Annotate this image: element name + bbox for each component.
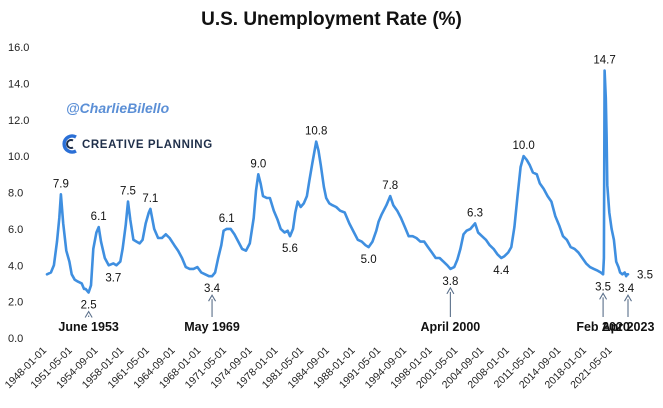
- value-label: 3.5: [637, 269, 653, 281]
- date-annotation-label: May 1969: [184, 320, 240, 334]
- value-label: 4.4: [493, 265, 510, 277]
- value-labels: 7.9 2.5 6.1 3.7 7.5 7.1 3.4 6.1 9.0 5.6 10.8 5.0 7.8…: [53, 55, 653, 312]
- y-tick-label: 0.0: [8, 333, 23, 345]
- chart-title: U.S. Unemployment Rate (%): [201, 9, 462, 30]
- y-tick-label: 6.0: [8, 224, 23, 236]
- annotation-arrow-head: [84, 310, 93, 318]
- x-axis: 1948-01-011951-05-011954-09-011958-01-01…: [3, 345, 615, 392]
- value-label: 6.3: [467, 207, 483, 219]
- y-tick-label: 8.0: [8, 188, 23, 200]
- value-label: 7.5: [120, 186, 136, 198]
- creative-planning-c-logo-icon: [62, 134, 77, 154]
- unemployment-rate-line: [45, 69, 630, 294]
- brand-name: CREATIVE PLANNING: [82, 139, 213, 151]
- y-tick-label: 12.0: [8, 115, 29, 127]
- y-tick-label: 4.0: [8, 260, 23, 272]
- value-label: 6.1: [91, 211, 107, 223]
- annotation-arrow-head: [599, 292, 608, 300]
- value-label: 7.8: [382, 180, 398, 192]
- value-label: 3.4: [204, 283, 221, 295]
- date-annotation-label: Feb 2020: [576, 320, 630, 334]
- y-tick-label: 2.0: [8, 297, 23, 309]
- author-handle: @CharlieBilello: [66, 100, 170, 116]
- date-annotation-label: June 1953: [58, 320, 119, 334]
- value-label: 3.4: [618, 283, 635, 295]
- value-label: 2.5: [81, 300, 97, 312]
- series-layer: [45, 69, 630, 294]
- value-label: 10.0: [512, 140, 534, 152]
- value-label: 3.5: [595, 281, 611, 293]
- value-label: 7.1: [142, 193, 158, 205]
- value-label: 3.8: [442, 276, 458, 288]
- annotation-arrow-head: [624, 294, 632, 302]
- value-label: 14.7: [593, 55, 615, 67]
- value-label: 5.0: [361, 254, 377, 266]
- annotation-arrow-head: [446, 286, 455, 295]
- y-tick-label: 16.0: [8, 42, 29, 54]
- value-label: 5.6: [282, 243, 298, 255]
- value-label: 3.7: [105, 272, 121, 284]
- value-label: 10.8: [305, 126, 327, 138]
- y-axis: 0.0 2.0 4.0 6.0 8.0 10.0 12.0 14.0 16.0: [8, 42, 29, 345]
- date-annotation-label: Apr 2023: [602, 320, 655, 334]
- value-label: 6.1: [219, 213, 235, 225]
- value-label: 9.0: [250, 158, 266, 170]
- watermark: @CharlieBilello CREATIVE PLANNING: [62, 100, 213, 154]
- date-annotation-label: April 2000: [420, 320, 480, 334]
- value-label: 7.9: [53, 178, 69, 190]
- y-tick-label: 10.0: [8, 151, 29, 163]
- annotation-arrow-head: [208, 294, 217, 302]
- y-tick-label: 14.0: [8, 78, 29, 90]
